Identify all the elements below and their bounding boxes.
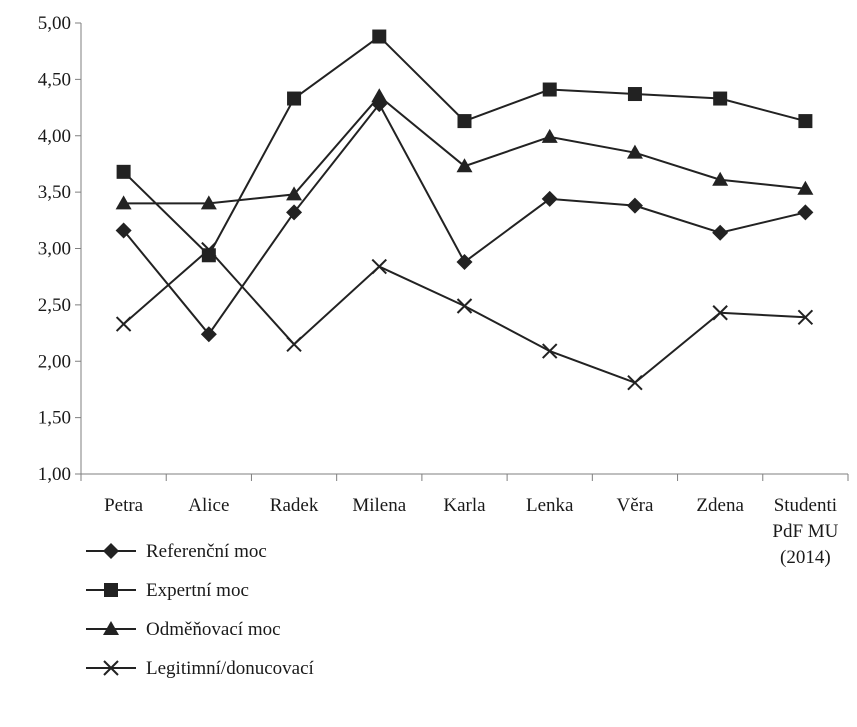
x-category-label-line: (2014) bbox=[780, 547, 831, 568]
x-marker-stroke bbox=[627, 374, 643, 391]
data-point-x bbox=[542, 343, 558, 359]
data-point-diamond bbox=[456, 254, 473, 271]
y-tick-label: 5,00 bbox=[38, 13, 71, 34]
y-tick-label: 2,50 bbox=[38, 295, 71, 316]
legend-label: Legitimní/donucovací bbox=[146, 658, 315, 679]
data-point-square bbox=[287, 91, 302, 106]
legend: Referenční moc Expertní moc Odměňovací moc… bbox=[86, 541, 315, 679]
legend-item: Referenční moc bbox=[86, 541, 267, 562]
series-triangle bbox=[115, 88, 814, 210]
x-category-label: Radek bbox=[270, 495, 319, 516]
data-point-triangle bbox=[456, 158, 473, 173]
data-point-x bbox=[115, 316, 132, 332]
data-point-triangle bbox=[115, 195, 132, 210]
data-point-diamond bbox=[797, 204, 814, 221]
x-category-label-line: Karla bbox=[443, 495, 486, 516]
data-point-triangle bbox=[541, 128, 558, 143]
series-x bbox=[115, 241, 814, 391]
series-line bbox=[122, 102, 806, 336]
legend-marker-square bbox=[104, 583, 118, 597]
x-category-label-line: Milena bbox=[352, 495, 406, 516]
x-category-label: Milena bbox=[352, 495, 406, 516]
x-category-label: Studenti PdF MU (2014) bbox=[772, 495, 838, 568]
data-point-x bbox=[371, 258, 387, 275]
legend-item: Odměňovací moc bbox=[86, 619, 281, 640]
y-tick-label: 1,00 bbox=[38, 464, 71, 485]
data-point-x bbox=[456, 298, 473, 314]
x-category-label-line: Alice bbox=[188, 495, 229, 516]
x-axis: Petra Alice Radek Milena Karla Lenka Věra Zdena… bbox=[80, 473, 849, 568]
x-marker-stroke bbox=[797, 309, 814, 325]
data-point-diamond bbox=[541, 190, 558, 207]
data-point-square bbox=[713, 91, 728, 106]
y-axis: 1,00 1,50 2,00 2,50 3,00 3,50 4,00 4,50 5,00 bbox=[38, 13, 82, 485]
series-diamond bbox=[115, 96, 814, 343]
data-point-diamond bbox=[200, 326, 217, 343]
data-point-diamond bbox=[286, 204, 303, 221]
x-category-label-line: PdF MU bbox=[772, 521, 838, 542]
data-point-x bbox=[201, 241, 217, 258]
legend-label: Referenční moc bbox=[146, 541, 267, 562]
y-tick-label: 3,50 bbox=[38, 182, 71, 203]
data-point-triangle bbox=[626, 144, 643, 159]
x-marker-stroke bbox=[286, 336, 302, 353]
legend-item: Expertní moc bbox=[86, 580, 249, 601]
x-category-label: Alice bbox=[188, 495, 229, 516]
x-category-label-line: Studenti bbox=[774, 495, 837, 516]
x-category-label: Lenka bbox=[526, 495, 574, 516]
series-square bbox=[116, 29, 813, 263]
data-point-x bbox=[797, 309, 814, 325]
y-tick-label: 2,00 bbox=[38, 351, 71, 372]
series-layer bbox=[115, 29, 814, 391]
data-point-triangle bbox=[200, 195, 217, 210]
data-point-x bbox=[712, 305, 728, 321]
x-category-label-line: Věra bbox=[616, 495, 653, 516]
data-point-diamond bbox=[115, 222, 132, 239]
x-marker-stroke bbox=[712, 305, 728, 321]
data-point-x bbox=[286, 336, 302, 353]
x-marker-stroke bbox=[456, 298, 473, 314]
legend-marker-triangle bbox=[103, 621, 119, 635]
x-category-label-line: Petra bbox=[104, 495, 144, 516]
x-category-label-line: Lenka bbox=[526, 495, 574, 516]
data-point-triangle bbox=[712, 171, 729, 186]
data-point-triangle bbox=[371, 88, 388, 103]
series-line bbox=[123, 94, 806, 205]
legend-label: Odměňovací moc bbox=[146, 619, 281, 640]
series-line bbox=[122, 35, 806, 257]
x-category-label: Zdena bbox=[696, 495, 744, 516]
data-point-square bbox=[457, 114, 472, 129]
x-category-label: Petra bbox=[104, 495, 144, 516]
x-category-label-line: Radek bbox=[270, 495, 319, 516]
x-marker-stroke bbox=[115, 316, 132, 332]
data-point-triangle bbox=[797, 180, 814, 195]
x-category-label: Karla bbox=[443, 495, 486, 516]
legend-marker-diamond bbox=[103, 543, 119, 559]
legend-label: Expertní moc bbox=[146, 580, 249, 601]
x-category-label-line: Zdena bbox=[696, 495, 744, 516]
data-point-square bbox=[798, 114, 813, 129]
legend-marker-x bbox=[103, 660, 119, 676]
y-tick-label: 4,00 bbox=[38, 126, 71, 147]
data-point-square bbox=[542, 82, 557, 97]
data-point-square bbox=[372, 29, 387, 44]
legend-item: Legitimní/donucovací bbox=[86, 658, 315, 679]
data-point-diamond bbox=[626, 197, 643, 214]
x-marker-stroke bbox=[103, 660, 119, 676]
y-tick-label: 1,50 bbox=[38, 408, 71, 429]
data-point-square bbox=[116, 164, 131, 179]
x-marker-stroke bbox=[542, 343, 558, 359]
x-category-label: Věra bbox=[616, 495, 653, 516]
y-tick-label: 3,00 bbox=[38, 239, 71, 260]
data-point-triangle bbox=[286, 186, 303, 201]
data-point-x bbox=[627, 374, 643, 391]
y-tick-label: 4,50 bbox=[38, 69, 71, 90]
x-marker-stroke bbox=[201, 241, 217, 258]
data-point-diamond bbox=[712, 224, 729, 241]
data-point-square bbox=[627, 87, 642, 102]
x-marker-stroke bbox=[371, 258, 387, 275]
